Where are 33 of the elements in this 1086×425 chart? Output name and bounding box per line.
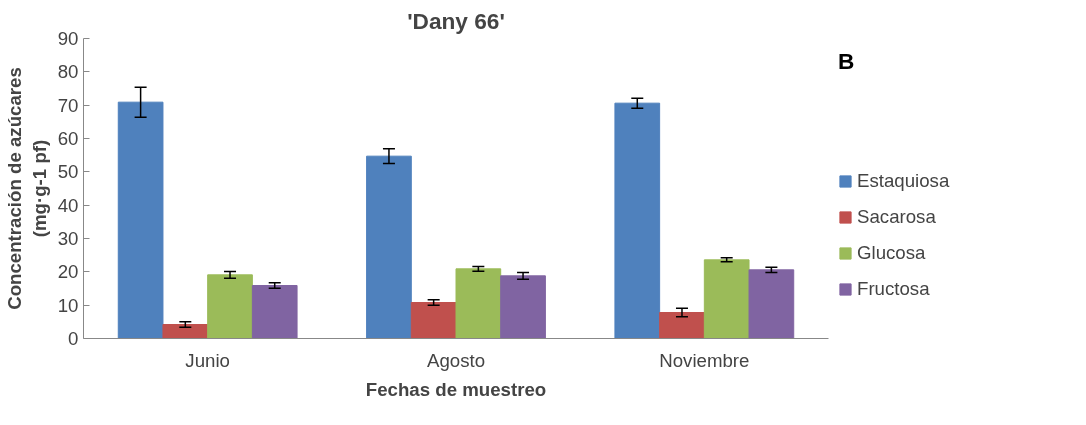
legend-label: Fructosa — [857, 278, 930, 300]
y-tick-label: 60 — [57, 128, 79, 149]
bar — [703, 259, 750, 339]
y-tick-label: 10 — [57, 294, 79, 316]
x-tick-label: Agosto — [426, 349, 486, 371]
bar — [614, 102, 661, 339]
bar — [500, 275, 546, 339]
bar — [117, 101, 164, 339]
y-tick-label: 30 — [57, 228, 79, 249]
y-tick-label: 40 — [57, 194, 79, 216]
y-tick-label: 20 — [57, 261, 79, 283]
x-axis-title: Fechas de muestreo — [365, 378, 547, 400]
bar — [410, 302, 457, 339]
y-tick-label: 70 — [57, 94, 79, 116]
bar — [455, 268, 502, 339]
x-tick-label: Junio — [185, 349, 230, 371]
y-tick-label: 90 — [57, 28, 79, 49]
legend-label: Glucosa — [857, 242, 926, 264]
bar — [251, 285, 298, 339]
bar — [366, 155, 412, 339]
bar — [659, 312, 705, 339]
bar — [207, 274, 253, 339]
y-tick-label: 0 — [68, 328, 79, 349]
y-tick-label: 80 — [57, 61, 79, 83]
legend-label: Sacarosa — [857, 206, 936, 228]
bar — [748, 269, 795, 339]
bar — [162, 324, 209, 339]
text: B — [838, 48, 856, 75]
legend-label: Estaquiosa — [857, 170, 950, 192]
y-tick-label: 50 — [57, 161, 79, 183]
x-tick-label: Noviembre — [659, 349, 750, 371]
y-axis-title: Concentración de azúcares (mg·g-1 pf) — [3, 67, 50, 310]
chart-title: 'Dany 66' — [407, 7, 505, 34]
